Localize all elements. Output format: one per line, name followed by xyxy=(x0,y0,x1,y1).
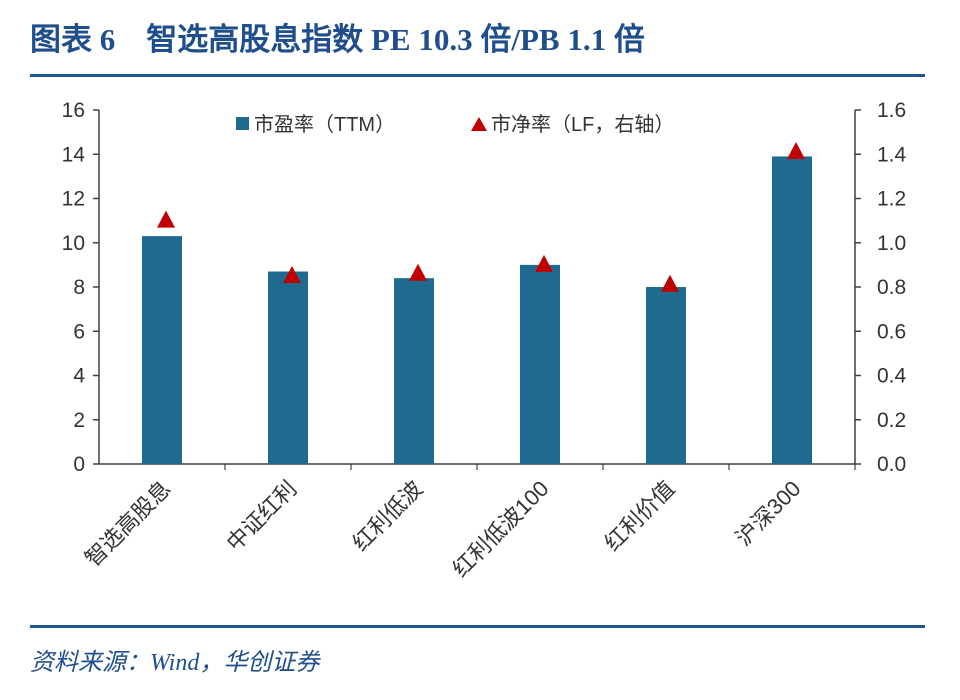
left-tick-label: 8 xyxy=(73,276,85,299)
marker-series xyxy=(157,142,805,292)
left-tick-label: 6 xyxy=(73,320,85,343)
legend-bar-label: 市盈率（TTM） xyxy=(254,113,395,136)
pb-marker xyxy=(283,265,301,283)
bottom-divider xyxy=(30,625,925,628)
pe-bar xyxy=(394,278,434,464)
pe-bar xyxy=(772,156,812,464)
bar-series xyxy=(142,156,812,464)
pb-marker xyxy=(157,210,175,228)
right-tick-label: 1.0 xyxy=(877,232,906,255)
right-tick-label: 0.8 xyxy=(877,276,906,299)
right-tick-label: 0.2 xyxy=(877,409,906,432)
category-label: 智选高股息 xyxy=(80,476,175,571)
right-tick-label: 1.4 xyxy=(877,143,907,166)
right-tick-label: 0.6 xyxy=(877,320,906,343)
left-tick-label: 14 xyxy=(62,143,86,166)
pe-bar xyxy=(268,271,308,464)
pe-bar xyxy=(142,236,182,464)
left-tick-label: 10 xyxy=(62,232,85,255)
left-tick-label: 4 xyxy=(73,365,85,388)
chart-legend: 市盈率（TTM） 市净率（LF，右轴） xyxy=(236,113,674,136)
legend-bar-swatch xyxy=(236,117,249,130)
pb-marker xyxy=(787,142,805,160)
right-tick-label: 1.6 xyxy=(877,99,906,122)
category-label: 红利低波 xyxy=(348,476,428,556)
right-tick-label: 0.4 xyxy=(877,365,907,388)
top-divider xyxy=(30,74,925,77)
source-note: 资料来源：Wind，华创证券 xyxy=(30,650,320,676)
pe-bar xyxy=(520,264,560,464)
left-tick-label: 12 xyxy=(62,188,85,211)
right-tick-label: 1.2 xyxy=(877,188,906,211)
category-label: 红利低波100 xyxy=(448,476,554,582)
chart-title: 图表 6 智选高股息指数 PE 10.3 倍/PB 1.1 倍 xyxy=(30,22,645,57)
pe-bar xyxy=(646,287,686,464)
legend-marker-swatch xyxy=(471,117,487,131)
pb-marker xyxy=(409,263,427,281)
left-tick-label: 2 xyxy=(73,409,85,432)
category-label: 红利价值 xyxy=(600,476,680,556)
left-tick-label: 16 xyxy=(62,99,85,122)
category-label: 沪深300 xyxy=(731,476,806,551)
pb-marker xyxy=(535,254,553,272)
legend-marker-label: 市净率（LF，右轴） xyxy=(491,113,674,136)
pb-marker xyxy=(661,274,679,292)
category-label: 中证红利 xyxy=(222,476,302,556)
left-tick-label: 0 xyxy=(73,453,85,476)
right-tick-label: 0.0 xyxy=(877,453,906,476)
